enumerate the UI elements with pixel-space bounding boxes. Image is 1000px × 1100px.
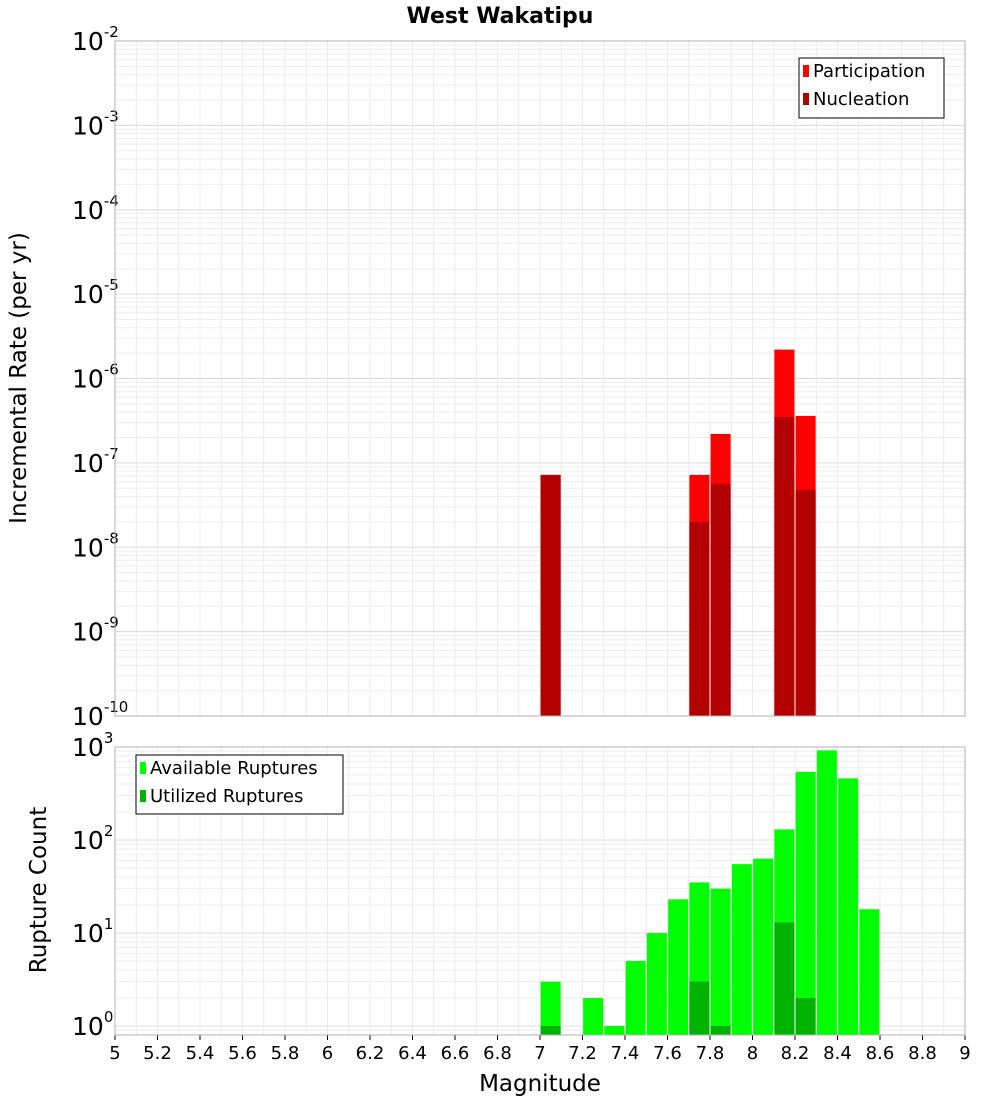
bottom-y-tick-label: 100 xyxy=(72,1008,113,1041)
bottom-legend-box xyxy=(135,754,344,815)
top-y-tick-label: 10-8 xyxy=(72,529,119,562)
top-y-tick-exponent: -10 xyxy=(104,698,129,716)
top-y-tick-exponent: -5 xyxy=(104,276,119,294)
bottom-bar xyxy=(774,922,795,1035)
x-tick-label: 5.2 xyxy=(143,1043,172,1064)
x-axis-label: Magnitude xyxy=(479,1071,601,1097)
bottom-plot-frame xyxy=(114,746,966,1036)
top-y-tick-exponent: -9 xyxy=(104,614,119,632)
top-y-tick-label: 10-2 xyxy=(72,23,119,56)
x-tick-label: 7.8 xyxy=(696,1043,725,1064)
bottom-bar xyxy=(668,899,689,1035)
x-tick-label: 7 xyxy=(534,1043,545,1064)
bottom-bar xyxy=(710,1025,731,1035)
bottom-bar xyxy=(795,771,816,1035)
x-tick-label: 6.6 xyxy=(441,1043,470,1064)
bottom-bar xyxy=(731,864,752,1035)
top-y-tick-label: 10-5 xyxy=(72,276,119,309)
bottom-legend-label: Available Ruptures xyxy=(150,758,318,779)
bottom-y-tick-exponent: 3 xyxy=(104,729,114,747)
bottom-legend: Available Ruptures Utilized Ruptures xyxy=(135,754,344,815)
x-tick-label: 9 xyxy=(959,1043,970,1064)
bottom-bar xyxy=(646,932,667,1035)
x-tick-label: 5 xyxy=(109,1043,120,1064)
bottom-bar xyxy=(625,960,646,1035)
top-legend-box xyxy=(798,57,945,119)
bottom-y-tick-exponent: 1 xyxy=(104,915,114,933)
x-tick-label: 6 xyxy=(322,1043,333,1064)
top-legend-label: Participation xyxy=(813,61,925,82)
top-y-tick-exponent: -6 xyxy=(104,361,119,379)
bottom-bar xyxy=(540,981,561,1035)
bottom-bar xyxy=(838,778,859,1035)
top-bar xyxy=(540,474,561,716)
bottom-y-tick-exponent: 2 xyxy=(104,822,114,840)
top-y-tick-label: 10-3 xyxy=(72,107,119,140)
top-y-tick-exponent: -8 xyxy=(104,529,119,547)
bottom-bar xyxy=(583,997,604,1035)
x-tick-label: 5.6 xyxy=(228,1043,257,1064)
bottom-bar xyxy=(795,997,816,1035)
top-legend-label: Nucleation xyxy=(813,89,909,110)
x-tick-label: 5.8 xyxy=(271,1043,300,1064)
x-tick-label: 6.2 xyxy=(356,1043,385,1064)
x-tick-label: 7.6 xyxy=(653,1043,682,1064)
bottom-y-tick-label: 102 xyxy=(72,822,113,855)
bottom-y-tick-label: 101 xyxy=(72,915,113,948)
x-tick-label: 7.4 xyxy=(611,1043,640,1064)
bottom-y-tick-exponent: 0 xyxy=(104,1008,114,1026)
top-y-tick-label: 10-9 xyxy=(72,614,119,647)
bottom-bar xyxy=(816,750,837,1035)
top-y-axis-label: Incremental Rate (per yr) xyxy=(6,232,32,524)
x-tick-label: 8 xyxy=(747,1043,758,1064)
top-y-tick-exponent: -4 xyxy=(104,192,119,210)
top-legend: Participation Nucleation xyxy=(798,57,945,119)
top-y-tick-label: 10-10 xyxy=(72,698,128,731)
chart-title: West Wakatipu xyxy=(407,4,594,29)
top-y-tick-label: 10-6 xyxy=(72,361,119,394)
x-ticks: 5 5.2 5.4 5.6 5.8 6 6.2 6.4 6.6 6.8 7 7.2 7.4 7.6 7.8 8… xyxy=(109,1035,971,1064)
bottom-bar xyxy=(859,909,880,1035)
bottom-bar xyxy=(710,888,731,1035)
top-y-tick-label: 10-4 xyxy=(72,192,119,225)
x-tick-label: 8.6 xyxy=(866,1043,895,1064)
x-tick-label: 6.4 xyxy=(398,1043,427,1064)
top-plot-frame xyxy=(114,40,966,717)
bottom-legend-swatch xyxy=(140,762,146,774)
x-tick-label: 7.2 xyxy=(568,1043,597,1064)
x-tick-label: 8.2 xyxy=(781,1043,810,1064)
bottom-legend-swatch xyxy=(140,790,146,802)
bottom-bar xyxy=(540,1025,561,1035)
bottom-bar xyxy=(689,981,710,1035)
bottom-y-axis-label: Rupture Count xyxy=(26,807,52,973)
top-legend-swatch xyxy=(803,93,809,105)
top-y-tick-exponent: -7 xyxy=(104,445,119,463)
x-tick-label: 5.4 xyxy=(186,1043,215,1064)
top-y-tick-exponent: -3 xyxy=(104,107,119,125)
top-legend-swatch xyxy=(803,65,809,77)
top-bars xyxy=(540,349,816,716)
top-grid xyxy=(114,41,966,717)
bottom-bar xyxy=(604,1025,625,1035)
top-y-tick-exponent: -2 xyxy=(104,23,119,41)
x-tick-label: 8.4 xyxy=(823,1043,852,1064)
top-bar xyxy=(795,489,816,716)
x-tick-label: 8.8 xyxy=(908,1043,937,1064)
top-y-tick-label: 10-7 xyxy=(72,445,119,478)
top-bar xyxy=(689,521,710,716)
x-tick-label: 6.8 xyxy=(483,1043,512,1064)
bottom-legend-label: Utilized Ruptures xyxy=(150,786,303,807)
top-bar xyxy=(774,416,795,716)
bottom-bar xyxy=(753,858,774,1035)
bottom-y-tick-label: 103 xyxy=(72,729,113,762)
top-bar xyxy=(710,484,731,716)
bottom-bars xyxy=(540,750,880,1035)
